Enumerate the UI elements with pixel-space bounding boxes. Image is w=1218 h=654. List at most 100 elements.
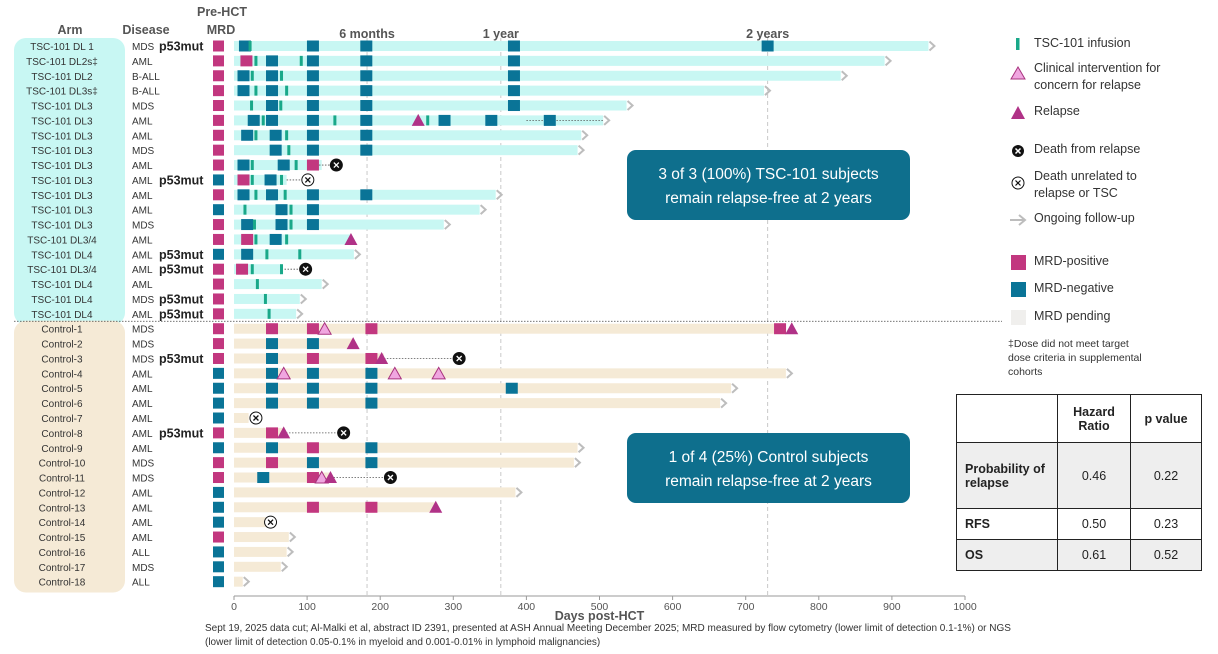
arm-label: Control-8 (41, 429, 83, 440)
stats-row-label: Probability of relapse (956, 442, 1058, 509)
infusion-tick (261, 115, 265, 126)
infusion-tick (285, 234, 289, 245)
mrd-marker (365, 323, 378, 335)
followup-arrow (720, 397, 728, 409)
pre-hct-mrd-square (213, 40, 224, 52)
followup-arrow (626, 100, 635, 111)
disease-label: MDS (132, 42, 155, 53)
infusion-tick (250, 100, 254, 111)
followup-arrow (515, 487, 523, 498)
arm-label: Control-13 (39, 503, 86, 514)
header-mrd: MRD (207, 23, 235, 37)
swim-bar (234, 442, 578, 453)
p53mut-label: p53mut (159, 173, 204, 187)
mrd-marker (360, 70, 373, 82)
disease-label: AML (132, 235, 153, 246)
followup-arrow (496, 189, 504, 201)
callout-box (627, 433, 910, 503)
stats-col-hr: Hazard Ratio (1057, 394, 1131, 443)
followup-arrow (581, 130, 589, 141)
pre-hct-mrd-square (213, 293, 224, 305)
mrd-marker (269, 144, 282, 156)
relapse-triangle (411, 113, 425, 126)
swim-bar (234, 576, 243, 587)
pre-hct-mrd-square (213, 219, 224, 231)
infusion-tick (280, 264, 284, 275)
arm-label: Control-11 (39, 474, 85, 485)
followup-arrow (574, 457, 582, 468)
legend-ongoing-label: Ongoing follow-up (1034, 211, 1135, 225)
swim-bar (234, 398, 721, 409)
pre-hct-mrd-square (213, 486, 224, 498)
followup-arrow (300, 293, 308, 305)
pre-hct-mrd-square (213, 531, 224, 543)
arm-label: Control-12 (39, 488, 86, 499)
mrd-marker (360, 100, 373, 112)
disease-label: AML (132, 414, 153, 425)
pre-hct-mrd-square (213, 546, 224, 558)
swim-bar (234, 100, 627, 111)
mrd-marker (507, 70, 520, 82)
x-tick-label: 0 (231, 601, 237, 613)
mrd-marker (306, 144, 319, 156)
legend-death-unrelated-line1: Death unrelated to (1034, 169, 1137, 183)
pre-hct-mrd-square (213, 367, 224, 379)
stats-row-p: 0.52 (1130, 539, 1202, 571)
legend-note-line3: cohorts (1008, 366, 1043, 378)
infusion-tick (285, 130, 289, 141)
pre-hct-mrd-square (213, 352, 224, 364)
mrd-marker (266, 85, 279, 97)
infusion-tick (254, 234, 258, 245)
swim-bar (234, 517, 271, 528)
infusion-tick (333, 115, 337, 126)
infusion-tick (254, 55, 258, 66)
x-tick-label: 500 (591, 601, 609, 613)
x-tick-label: 1000 (953, 601, 977, 613)
arm-label: Control-10 (39, 459, 86, 470)
swim-bar (234, 55, 885, 66)
mrd-marker (306, 204, 319, 216)
mrd-marker (237, 189, 250, 201)
disease-label: ALL (132, 578, 150, 589)
infusion-tick (248, 41, 252, 51)
mrd-marker (269, 233, 282, 245)
p53mut-label: p53mut (159, 292, 204, 306)
followup-arrow (764, 85, 772, 96)
disease-label: AML (132, 444, 153, 455)
legend-relapse-label: Relapse (1034, 104, 1080, 118)
followup-arrow (577, 144, 586, 156)
swim-bar (234, 457, 574, 468)
infusion-tick (267, 308, 271, 319)
infusion-tick (280, 174, 284, 185)
followup-arrow (289, 531, 297, 543)
death-x-mark (333, 162, 340, 168)
infusion-tick (289, 219, 293, 230)
arm-label: TSC-101 DL4 (31, 310, 93, 321)
triangle-icon (1011, 106, 1025, 119)
mrd-marker (264, 174, 277, 186)
arm-label: Control-2 (41, 340, 83, 351)
infusion-tick (252, 219, 256, 230)
mrd-negative-square-icon (1011, 282, 1026, 297)
swim-bar (234, 368, 786, 379)
disease-label: AML (132, 250, 153, 261)
mrd-marker (306, 114, 319, 126)
swim-bar (234, 561, 281, 572)
mrd-marker (275, 204, 288, 216)
swim-bar (234, 264, 282, 275)
stats-row-label: OS (956, 539, 1058, 571)
pre-hct-mrd-square (213, 233, 224, 245)
pre-hct-mrd-square (213, 129, 224, 141)
stats-col-p: p value (1130, 394, 1202, 443)
relapse-triangle (785, 322, 799, 335)
swim-bar (234, 472, 331, 483)
infusion-tick (285, 85, 289, 96)
callout-line1: 3 of 3 (100%) TSC-101 subjects (658, 166, 879, 183)
arm-label: TSC-101 DL2 (31, 72, 93, 83)
disease-label: B-ALL (132, 87, 160, 98)
x-tick-label: 400 (518, 601, 536, 613)
arm-label: Control-1 (41, 325, 83, 336)
mrd-marker (306, 55, 319, 67)
mrd-marker (306, 100, 319, 112)
mrd-marker (438, 114, 451, 126)
